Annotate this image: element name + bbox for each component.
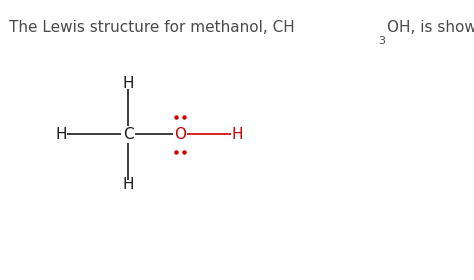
Text: H: H: [56, 127, 67, 142]
Text: C: C: [123, 127, 133, 142]
Text: 3: 3: [378, 36, 385, 46]
Text: The Lewis structure for methanol, CH: The Lewis structure for methanol, CH: [9, 20, 295, 35]
Text: H: H: [122, 76, 134, 92]
Text: H: H: [122, 177, 134, 192]
Text: H: H: [231, 127, 243, 142]
Text: O: O: [174, 127, 186, 142]
Text: OH, is shown below.: OH, is shown below.: [387, 20, 474, 35]
